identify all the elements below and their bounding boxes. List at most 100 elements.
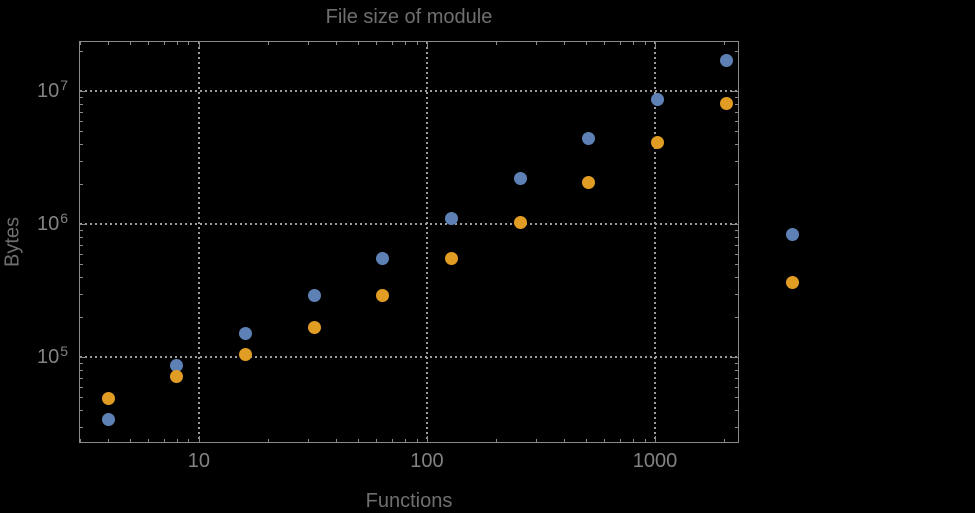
tick-mark-right-minor — [735, 184, 738, 186]
x-tick-label: 10 — [187, 450, 211, 472]
tick-mark-top-minor — [358, 42, 360, 45]
tick-mark-left-minor — [80, 363, 83, 365]
tick-mark-top-minor — [604, 42, 606, 45]
tick-mark-top-minor — [535, 42, 537, 45]
grid-line-horizontal — [80, 223, 738, 226]
tick-mark-right-minor — [735, 111, 738, 113]
tick-mark-right-minor — [735, 277, 738, 279]
tick-mark-bottom-minor — [644, 439, 646, 442]
tick-mark-bottom-major — [426, 436, 428, 442]
tick-mark-bottom-major — [655, 436, 656, 442]
tick-mark-top-minor — [267, 42, 269, 45]
tick-mark-bottom-minor — [723, 439, 725, 442]
chart-title: File size of module — [325, 6, 493, 28]
tick-mark-left-minor — [80, 244, 83, 246]
grid-line-horizontal — [80, 90, 738, 93]
tick-mark-right-minor — [735, 103, 738, 105]
tick-mark-top-minor — [130, 42, 132, 45]
tick-mark-left-minor — [80, 253, 83, 255]
plot-frame — [79, 41, 739, 443]
tick-mark-right-minor — [735, 264, 738, 266]
tick-mark-top-minor — [391, 42, 393, 45]
tick-mark-bottom-minor — [163, 439, 165, 442]
tick-mark-left-minor — [80, 103, 83, 105]
tick-mark-left-minor — [80, 386, 83, 388]
tick-mark-right-minor — [735, 244, 738, 246]
tick-mark-left-minor — [80, 184, 83, 186]
grid-line-horizontal — [80, 356, 738, 359]
x-axis-label: Functions — [365, 490, 453, 512]
data-point-series-1-blue — [238, 327, 252, 341]
tick-mark-left-minor — [80, 160, 83, 162]
tick-mark-top-minor — [108, 42, 110, 45]
tick-mark-top-minor — [79, 42, 81, 45]
tick-mark-left-major — [80, 357, 86, 359]
tick-mark-right-minor — [735, 160, 738, 162]
data-point-series-1-blue — [785, 227, 799, 241]
tick-mark-right-minor — [735, 397, 738, 399]
tick-mark-bottom-minor — [336, 439, 338, 442]
tick-mark-bottom-minor — [148, 439, 150, 442]
tick-mark-top-minor — [176, 42, 178, 45]
tick-mark-right-major — [732, 357, 738, 359]
tick-mark-left-minor — [80, 293, 83, 295]
tick-mark-bottom-minor — [376, 439, 378, 442]
tick-mark-bottom-minor — [79, 439, 81, 442]
tick-mark-top-minor — [564, 42, 566, 45]
x-tick-label: 1000 — [632, 450, 678, 472]
tick-mark-top-major — [655, 42, 656, 48]
tick-mark-right-minor — [735, 363, 738, 365]
tick-mark-top-major — [198, 42, 200, 48]
tick-mark-right-minor — [735, 386, 738, 388]
tick-mark-right-minor — [735, 426, 738, 428]
data-point-series-2-orange — [307, 320, 321, 334]
tick-mark-right-major — [732, 224, 738, 226]
tick-mark-top-minor — [619, 42, 621, 45]
tick-mark-top-minor — [148, 42, 150, 45]
data-point-series-1-blue — [513, 172, 527, 186]
tick-mark-bottom-minor — [416, 439, 418, 442]
tick-mark-left-minor — [80, 369, 83, 371]
tick-mark-left-major — [80, 91, 86, 93]
tick-mark-left-minor — [80, 264, 83, 266]
tick-mark-left-minor — [80, 236, 83, 238]
grid-line-vertical — [197, 42, 200, 442]
tick-mark-top-minor — [644, 42, 646, 45]
data-point-series-2-orange — [719, 97, 733, 111]
tick-mark-top-minor — [307, 42, 309, 45]
y-tick-label: 105 — [36, 343, 68, 369]
data-point-series-2-orange — [650, 136, 664, 150]
tick-mark-bottom-minor — [188, 439, 190, 442]
tick-mark-bottom-minor — [391, 439, 393, 442]
tick-mark-bottom-minor — [632, 439, 634, 442]
tick-mark-top-minor — [163, 42, 165, 45]
data-point-series-1-blue — [307, 289, 321, 303]
tick-mark-right-minor — [735, 410, 738, 412]
grid-line-vertical — [654, 42, 656, 442]
tick-mark-right-minor — [735, 253, 738, 255]
tick-mark-left-minor — [80, 277, 83, 279]
tick-mark-right-minor — [735, 236, 738, 238]
data-point-series-1-blue — [719, 53, 733, 67]
tick-mark-right-minor — [735, 131, 738, 133]
tick-mark-top-major — [426, 42, 428, 48]
tick-mark-bottom-minor — [130, 439, 132, 442]
tick-mark-right-minor — [735, 51, 738, 53]
data-point-series-1-blue — [444, 212, 458, 226]
tick-mark-bottom-minor — [619, 439, 621, 442]
data-point-series-1-blue — [170, 359, 184, 373]
tick-mark-left-minor — [80, 397, 83, 399]
tick-mark-top-minor — [586, 42, 588, 45]
tick-mark-bottom-minor — [267, 439, 269, 442]
tick-mark-left-minor — [80, 377, 83, 379]
data-point-series-2-orange — [513, 216, 527, 230]
data-point-series-1-blue — [101, 412, 115, 426]
tick-mark-top-minor — [495, 42, 497, 45]
y-tick-label: 106 — [36, 210, 68, 236]
tick-mark-left-minor — [80, 426, 83, 428]
tick-mark-left-minor — [80, 144, 83, 145]
data-point-series-2-orange — [101, 391, 115, 405]
tick-mark-right-minor — [735, 97, 738, 99]
tick-mark-bottom-minor — [307, 439, 309, 442]
